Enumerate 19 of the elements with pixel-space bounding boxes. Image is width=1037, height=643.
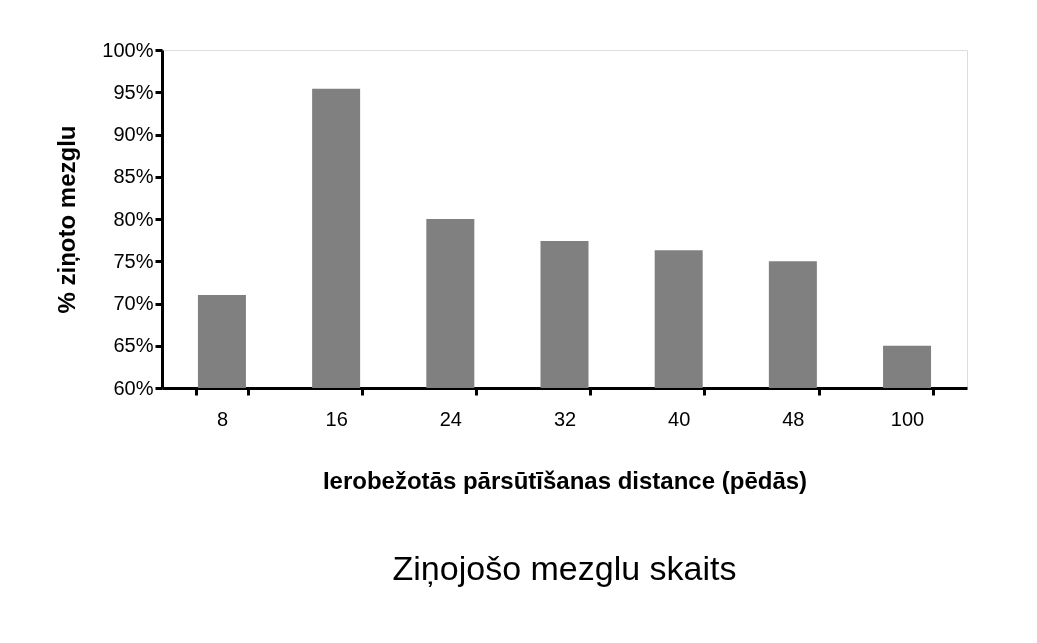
y-tick-label: 100% (102, 38, 154, 61)
x-tick-label: 24 (439, 407, 462, 430)
x-tick-label: 8 (216, 407, 229, 430)
y-tick-label: 75% (113, 249, 154, 272)
y-tick-label: 65% (113, 334, 154, 357)
y-tick-label: 90% (113, 123, 154, 145)
y-tick-label: 70% (113, 292, 154, 314)
y-axis-title: % ziņoto mezglu (53, 125, 81, 314)
y-tick-label: 95% (113, 80, 154, 103)
x-tick-label: 16 (325, 407, 348, 430)
x-tick-label: 48 (782, 407, 805, 430)
y-tick-label: 80% (113, 207, 154, 230)
x-tick-label: 32 (553, 407, 577, 430)
x-tick-label: 100 (890, 407, 925, 430)
x-axis-title: Ierobežotās pārsūtīšanas distance (pēdās) (322, 466, 808, 494)
x-tick-label: 40 (668, 407, 691, 430)
y-tick-label: 60% (113, 376, 154, 399)
y-tick-label: 85% (113, 165, 154, 188)
text: Ziņojošo mezglu skaits (392, 549, 737, 587)
